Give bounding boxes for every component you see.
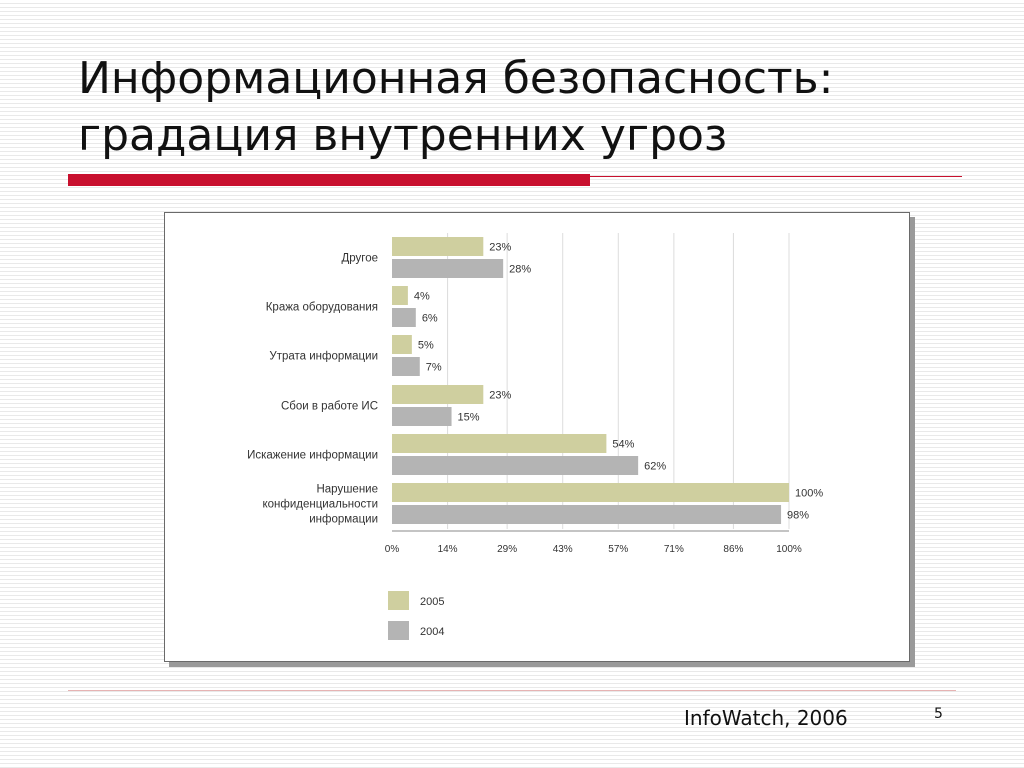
bar-2005	[392, 335, 412, 354]
bar-2004	[392, 505, 782, 524]
bar-chart: 23% 28% Другое 4% 6% Кража оборудования 5% 7% Ут…	[247, 233, 823, 640]
footer-rule	[68, 690, 956, 691]
data-label: 54%	[612, 439, 634, 451]
bar-2004	[392, 308, 416, 327]
x-tick-label: 29%	[497, 544, 517, 555]
source-caption: InfoWatch, 2006	[684, 706, 848, 730]
category-label: Кража оборудования	[266, 302, 378, 314]
x-tick-label: 57%	[608, 544, 628, 555]
x-tick-label: 86%	[723, 544, 743, 555]
bar-2004	[392, 456, 639, 475]
slide-title-line-1: Информационная безопасность:	[78, 53, 834, 104]
category-label: Утрата информации	[269, 351, 378, 363]
x-tick-label: 0%	[385, 544, 400, 555]
data-label: 62%	[644, 461, 666, 473]
data-label: 23%	[489, 390, 511, 402]
bar-2005	[392, 286, 408, 305]
data-label: 6%	[422, 313, 438, 325]
category-label: Искажение информации	[247, 450, 378, 462]
legend-swatch-2004	[388, 621, 409, 640]
data-label: 28%	[509, 264, 531, 276]
data-label: 23%	[489, 242, 511, 254]
title-thin-rule	[590, 176, 962, 177]
category-label: Нарушение конфиденциальности информации	[262, 484, 378, 526]
bar-2005	[392, 483, 789, 502]
data-label: 4%	[414, 291, 430, 303]
bar-2004	[392, 407, 452, 426]
bar-2004	[392, 357, 420, 376]
x-tick-label: 14%	[438, 544, 458, 555]
data-label: 98%	[787, 510, 809, 522]
title-accent-bar	[68, 174, 590, 186]
slide-title-line-2: градация внутренних угроз	[78, 110, 728, 161]
x-tick-label: 71%	[664, 544, 684, 555]
x-tick-label: 43%	[553, 544, 573, 555]
legend-label: 2005	[420, 596, 444, 608]
chart-frame: 23% 28% Другое 4% 6% Кража оборудования 5% 7% Ут…	[164, 212, 910, 662]
bar-2005	[392, 385, 484, 404]
data-label: 100%	[795, 488, 823, 500]
bar-2005	[392, 237, 484, 256]
category-label: Другое	[341, 253, 378, 265]
data-label: 15%	[458, 412, 480, 424]
legend-swatch-2005	[388, 591, 409, 610]
legend-label: 2004	[420, 626, 444, 638]
bar-2004	[392, 259, 504, 278]
data-label: 5%	[418, 340, 434, 352]
category-label: Сбои в работе ИС	[281, 401, 378, 413]
slide-title: Информационная безопасность: градация вн…	[78, 50, 978, 164]
slide-number: 5	[934, 706, 943, 722]
data-label: 7%	[426, 362, 442, 374]
bar-2005	[392, 434, 607, 453]
x-tick-label: 100%	[776, 544, 802, 555]
